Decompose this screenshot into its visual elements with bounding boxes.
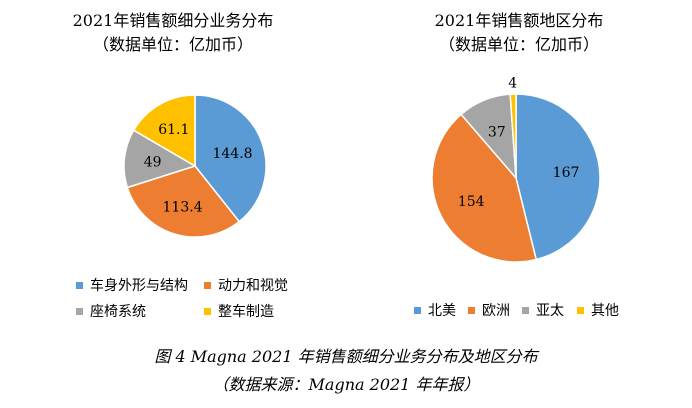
legend-item-1: 动力和视觉 [204,275,288,295]
chart-right-subtitle: （数据单位：亿加币） [438,35,599,54]
pie-slice-3 [509,93,517,179]
legend-label: 其他 [591,303,619,319]
pie-slice-0 [515,93,601,261]
pie-label-0: 167 [553,165,580,181]
pie-slice-3 [132,94,196,168]
legend-label: 车身外形与结构 [90,278,188,294]
pie-label-1: 154 [458,194,485,210]
pie-label-3: 4 [508,75,517,91]
figure-source: （数据来源：Magna 2021 年年报） [212,375,480,394]
legend-swatch [522,306,529,314]
chart-left-title: 2021年销售额细分业务分布 [72,11,274,30]
pie-slice-1 [431,113,538,263]
legend-swatch [577,306,584,314]
legend-label: 整车制造 [218,304,274,320]
legend-item-1: 欧洲 [468,300,510,320]
chart-right-title: 2021年销售额地区分布 [434,11,604,30]
pie-slice-0 [194,94,267,223]
figure-caption: 图 4 Magna 2021 年销售额细分业务分布及地区分布 [154,347,538,366]
legend-item-3: 其他 [577,300,619,320]
legend-item-2: 亚太 [522,300,564,320]
chart-left-pie: 144.8 113.4 49 61.1 [123,94,267,238]
legend-label: 北美 [428,303,456,319]
pie-slice-1 [126,165,241,238]
chart-right: 2021年销售额地区分布 （数据单位：亿加币） 167 154 37 4 北美 欧洲 … [346,0,692,340]
pie-label-1: 113.4 [163,200,203,216]
legend-label: 亚太 [536,303,564,319]
legend-swatch [76,281,83,289]
chart-left-subtitle: （数据单位：亿加币） [92,35,253,54]
pie-label-2: 37 [488,124,506,140]
legend-label: 座椅系统 [90,304,146,320]
legend-swatch [204,281,211,289]
legend-swatch [204,307,211,315]
legend-item-0: 北美 [414,300,456,320]
pie-label-0: 144.8 [212,146,252,162]
legend-item-3: 整车制造 [204,301,274,321]
pie-label-3: 61.1 [158,122,189,138]
legend-item-0: 车身外形与结构 [76,275,188,295]
legend-swatch [468,306,475,314]
chart-right-pie: 167 154 37 4 [431,75,601,263]
pie-label-2: 49 [144,154,162,170]
legend-label: 欧洲 [482,303,510,319]
legend-label: 动力和视觉 [218,278,288,294]
legend-swatch [76,307,83,315]
pie-slice-2 [123,129,197,189]
chart-left: 2021年销售额细分业务分布 （数据单位：亿加币） 144.8 113.4 49 61… [0,0,346,340]
legend-item-2: 座椅系统 [76,301,146,321]
legend-swatch [414,306,421,314]
